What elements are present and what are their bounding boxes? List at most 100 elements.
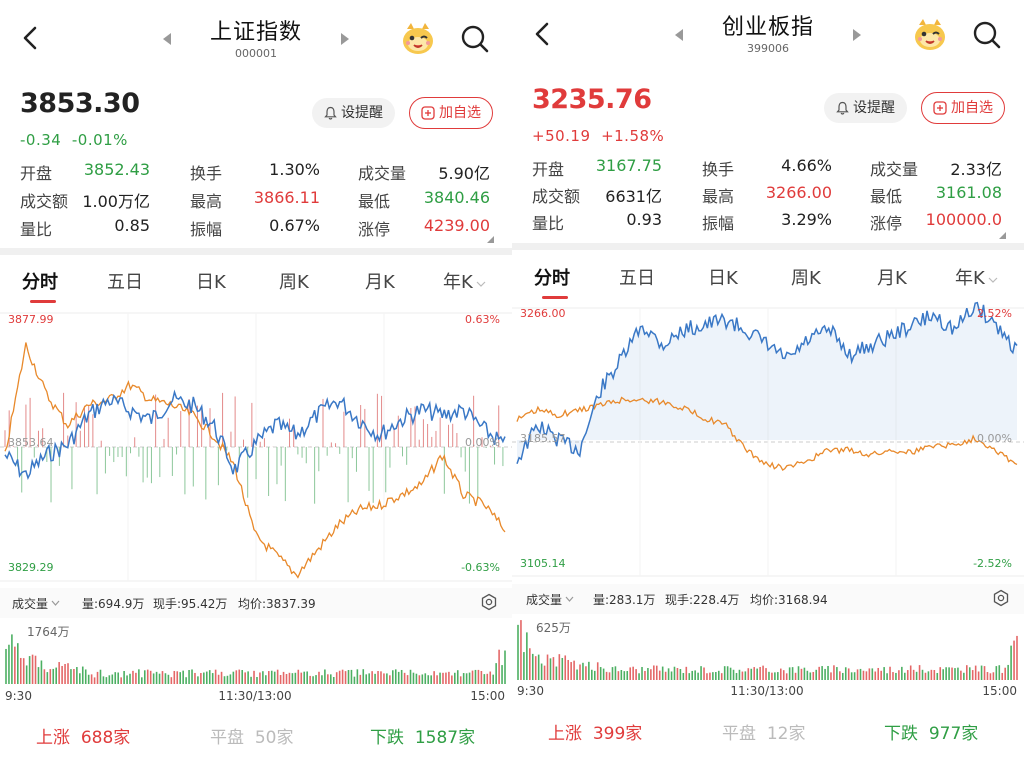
mascot-icon[interactable] bbox=[400, 21, 436, 57]
average-price: 均价:3168.94 bbox=[750, 593, 828, 607]
back-arrow-icon[interactable] bbox=[528, 18, 556, 50]
expand-corner-icon[interactable] bbox=[487, 236, 494, 243]
stat-label: 开盘 bbox=[20, 164, 53, 183]
time-mid-label: 11:30/13:00 bbox=[218, 689, 291, 703]
price-line bbox=[516, 301, 1018, 464]
intraday-chart[interactable]: 3877.99 3853.64 3829.29 0.63% 0.00% -0.6… bbox=[0, 305, 512, 585]
stat-value: 3852.43 bbox=[83, 160, 150, 179]
unchanged[interactable]: 平盘 12家 bbox=[722, 719, 805, 744]
time-mid-label: 11:30/13:00 bbox=[730, 684, 803, 698]
time-end-label: 15:00 bbox=[982, 684, 1017, 698]
prev-triangle-icon[interactable] bbox=[672, 28, 686, 42]
prev-triangle-icon[interactable] bbox=[160, 32, 174, 46]
page-title: 上证指数 bbox=[209, 20, 302, 45]
tab-monthly-k[interactable]: 月K bbox=[877, 268, 907, 289]
mascot-icon[interactable] bbox=[912, 17, 948, 53]
tab-daily-k[interactable]: 日K bbox=[708, 268, 738, 289]
volume-header: 成交量 量:283.1万 现手:228.4万 均价:3168.94 bbox=[512, 584, 1024, 614]
next-triangle-icon[interactable] bbox=[850, 28, 864, 42]
stat-value: 4239.00 bbox=[423, 216, 490, 235]
tab-weekly-k[interactable]: 周K bbox=[279, 272, 309, 293]
search-icon[interactable] bbox=[972, 20, 1002, 50]
volume-selector-label: 成交量 bbox=[526, 593, 563, 607]
y-axis-mid-label: 3853.64 bbox=[8, 436, 54, 449]
decliners-count: 1587家 bbox=[414, 728, 476, 748]
stat-value: 100000.0 bbox=[925, 210, 1002, 229]
unchanged-count: 50家 bbox=[254, 728, 294, 748]
current-hand: 现手:228.4万 bbox=[665, 593, 740, 607]
tab-monthly-k[interactable]: 月K bbox=[365, 272, 395, 293]
stat-value: 3.29% bbox=[781, 210, 832, 229]
volume-max-label: 625万 bbox=[536, 621, 571, 635]
add-watchlist-button[interactable]: 加自选 bbox=[409, 97, 493, 129]
advancers-count: 399家 bbox=[592, 724, 643, 744]
plus-box-icon bbox=[933, 101, 947, 115]
stat-label: 最高 bbox=[702, 187, 735, 206]
advancers-label: 上涨 bbox=[36, 728, 70, 748]
chevron-down-icon bbox=[988, 277, 998, 283]
stat-label: 成交量 bbox=[358, 164, 407, 183]
volume-selector[interactable]: 成交量 bbox=[12, 595, 60, 612]
intraday-chart[interactable]: 3266.00 3185.57 3105.14 2.52% 0.00% -2.5… bbox=[512, 300, 1024, 580]
expand-corner-icon[interactable] bbox=[999, 232, 1006, 239]
y-axis-low-label: 3105.14 bbox=[520, 557, 566, 570]
volume-selector[interactable]: 成交量 bbox=[526, 591, 574, 608]
tab-yearly-k[interactable]: 年K bbox=[955, 264, 998, 290]
stat-label: 开盘 bbox=[532, 160, 565, 179]
y-axis-mid-label: 3185.57 bbox=[520, 432, 566, 445]
stat-value: 5.90亿 bbox=[438, 164, 490, 183]
volume-amount: 量:283.1万 bbox=[593, 593, 656, 607]
add-watchlist-label: 加自选 bbox=[951, 99, 993, 116]
decliners-label: 下跌 bbox=[884, 724, 918, 744]
unchanged[interactable]: 平盘 50家 bbox=[210, 723, 293, 748]
advancers[interactable]: 上涨 688家 bbox=[36, 723, 130, 748]
stat-value: 0.67% bbox=[269, 216, 320, 235]
time-end-label: 15:00 bbox=[470, 689, 505, 703]
quote-stats: 开盘 3167.75 换手 4.66% 成交量 2.33亿 成交额 6631亿 … bbox=[512, 0, 1024, 250]
stat-label: 成交额 bbox=[532, 187, 581, 206]
stat-value: 0.93 bbox=[626, 210, 662, 229]
tab-five-day[interactable]: 五日 bbox=[619, 268, 655, 289]
stat-value: 4.66% bbox=[781, 156, 832, 175]
page-title: 创业板指 bbox=[721, 15, 814, 40]
pct-low-label: -0.63% bbox=[461, 561, 500, 574]
set-alert-button[interactable]: 设提醒 bbox=[312, 98, 395, 128]
active-tab-indicator bbox=[30, 300, 56, 303]
search-icon[interactable] bbox=[460, 24, 490, 54]
tab-yearly-k[interactable]: 年K bbox=[443, 268, 486, 294]
back-arrow-icon[interactable] bbox=[16, 22, 44, 54]
stat-label: 量比 bbox=[20, 220, 53, 239]
stat-label: 最低 bbox=[358, 192, 391, 211]
tab-intraday[interactable]: 分时 bbox=[534, 268, 570, 289]
advancers[interactable]: 上涨 399家 bbox=[548, 719, 642, 744]
stat-value: 3866.11 bbox=[253, 188, 320, 207]
index-code: 399006 bbox=[747, 42, 789, 55]
tab-daily-k[interactable]: 日K bbox=[196, 272, 226, 293]
stat-label: 成交额 bbox=[20, 192, 69, 211]
change-value: -0.34 bbox=[20, 131, 62, 149]
bell-icon bbox=[324, 106, 337, 120]
decliners[interactable]: 下跌 977家 bbox=[884, 719, 978, 744]
change-percent: +1.58% bbox=[601, 127, 665, 145]
settings-icon[interactable] bbox=[992, 589, 1010, 607]
y-axis-low-label: 3829.29 bbox=[8, 561, 54, 574]
set-alert-label: 设提醒 bbox=[341, 105, 383, 121]
chevron-down-icon bbox=[51, 600, 60, 606]
stat-value: 3161.08 bbox=[935, 183, 1002, 202]
time-start-label: 9:30 bbox=[517, 684, 544, 698]
tab-intraday[interactable]: 分时 bbox=[22, 272, 58, 293]
volume-amount: 量:694.9万 bbox=[82, 597, 145, 611]
tab-weekly-k[interactable]: 周K bbox=[791, 268, 821, 289]
settings-icon[interactable] bbox=[480, 593, 498, 611]
price-change: -0.34 -0.01% bbox=[20, 131, 128, 149]
next-triangle-icon[interactable] bbox=[338, 32, 352, 46]
decliners[interactable]: 下跌 1587家 bbox=[370, 723, 475, 748]
chevron-down-icon bbox=[476, 281, 486, 287]
add-watchlist-button[interactable]: 加自选 bbox=[921, 92, 1005, 124]
tab-five-day[interactable]: 五日 bbox=[107, 272, 143, 293]
volume-selector-label: 成交量 bbox=[12, 597, 49, 611]
advancers-count: 688家 bbox=[80, 728, 131, 748]
set-alert-button[interactable]: 设提醒 bbox=[824, 93, 907, 123]
unchanged-count: 12家 bbox=[766, 724, 806, 744]
index-panel-shanghai: 上证指数 000001 3853.30 -0.34 -0.01% 设提醒 加自选… bbox=[0, 20, 512, 748]
